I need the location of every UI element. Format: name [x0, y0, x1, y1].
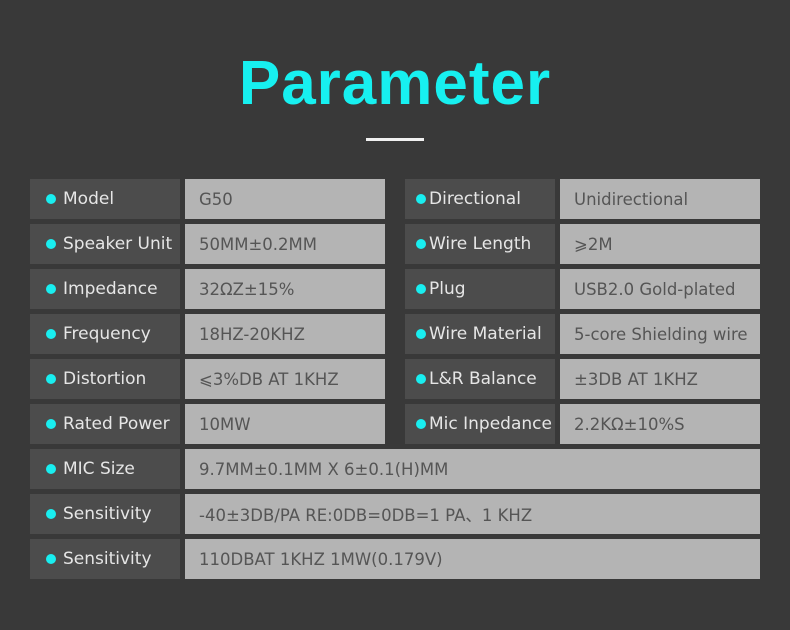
spec-label-text: Wire Length — [429, 234, 532, 254]
bullet-icon — [46, 464, 56, 474]
spec-label: Wire Material — [405, 314, 555, 354]
spec-label: Wire Length — [405, 224, 555, 264]
spec-label-text: Plug — [429, 279, 466, 299]
spec-label: Sensitivity — [30, 539, 180, 579]
page-title: Parameter — [238, 49, 552, 118]
spec-label-text: Model — [63, 189, 115, 209]
spec-value: 9.7MM±0.1MM X 6±0.1(H)MM — [185, 449, 760, 489]
spec-label-text: MIC Size — [63, 459, 135, 479]
bullet-icon — [416, 419, 426, 429]
spec-label: MIC Size — [30, 449, 180, 489]
spec-label: Mic Inpedance — [405, 404, 555, 444]
bullet-icon — [46, 194, 56, 204]
spec-label: Rated Power — [30, 404, 180, 444]
spec-label: Distortion — [30, 359, 180, 399]
spec-label-text: Distortion — [63, 369, 147, 389]
bullet-icon — [416, 329, 426, 339]
spec-label-text: Wire Material — [429, 324, 542, 344]
spec-value: 110DBAT 1KHZ 1MW(0.179V) — [185, 539, 760, 579]
spec-value: 50MM±0.2MM — [185, 224, 385, 264]
spec-value: 2.2KΩ±10%S — [560, 404, 760, 444]
spec-label-text: Frequency — [63, 324, 151, 344]
spec-label: Directional — [405, 179, 555, 219]
bullet-icon — [46, 284, 56, 294]
bullet-icon — [46, 419, 56, 429]
spec-value: 18HZ-20KHZ — [185, 314, 385, 354]
spec-value: Unidirectional — [560, 179, 760, 219]
spec-label-text: Speaker Unit — [63, 234, 173, 254]
spec-label: Speaker Unit — [30, 224, 180, 264]
spec-value: USB2.0 Gold-plated — [560, 269, 760, 309]
bullet-icon — [46, 374, 56, 384]
spec-value: 5-core Shielding wire — [560, 314, 760, 354]
spec-value: 32ΩZ±15% — [185, 269, 385, 309]
spec-value: ⩾2M — [560, 224, 760, 264]
title-underline — [366, 138, 424, 141]
spec-label-text: Mic Inpedance — [429, 414, 552, 434]
bullet-icon — [46, 554, 56, 564]
spec-value: -40±3DB/PA RE:0DB=0DB=1 PA、1 KHZ — [185, 494, 760, 534]
spec-label: L&R Balance — [405, 359, 555, 399]
bullet-icon — [46, 509, 56, 519]
bullet-icon — [416, 194, 426, 204]
spec-label: Frequency — [30, 314, 180, 354]
spec-label: Sensitivity — [30, 494, 180, 534]
spec-label-text: Rated Power — [63, 414, 170, 434]
bullet-icon — [416, 284, 426, 294]
spec-label-text: Sensitivity — [63, 504, 152, 524]
spec-value: 10MW — [185, 404, 385, 444]
bullet-icon — [46, 329, 56, 339]
spec-label: Model — [30, 179, 180, 219]
spec-label: Impedance — [30, 269, 180, 309]
spec-label-text: Sensitivity — [63, 549, 152, 569]
spec-label-text: L&R Balance — [429, 369, 537, 389]
bullet-icon — [46, 239, 56, 249]
bullet-icon — [416, 374, 426, 384]
spec-label: Plug — [405, 269, 555, 309]
spec-value: ±3DB AT 1KHZ — [560, 359, 760, 399]
bullet-icon — [416, 239, 426, 249]
spec-label-text: Directional — [429, 189, 521, 209]
spec-value: G50 — [185, 179, 385, 219]
spec-label-text: Impedance — [63, 279, 158, 299]
spec-value: ⩽3%DB AT 1KHZ — [185, 359, 385, 399]
